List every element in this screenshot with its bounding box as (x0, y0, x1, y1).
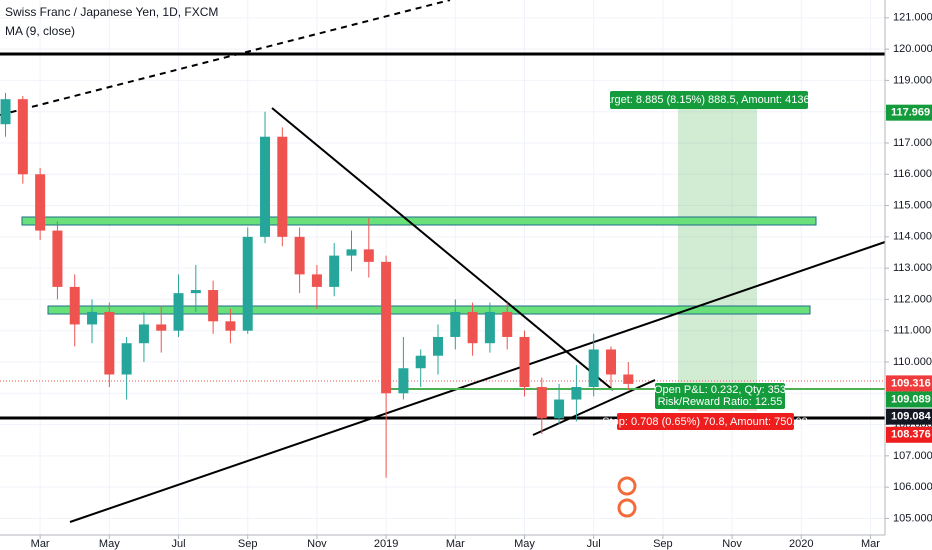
price-marker-label: 109.084 (891, 411, 932, 423)
price-marker (886, 375, 932, 392)
trend-line (69, 241, 886, 523)
candle-body (277, 136, 288, 237)
candle-body (433, 336, 444, 356)
candle-body (363, 249, 374, 262)
price-marker (886, 391, 932, 408)
y-tick-label: 105.000 (893, 512, 932, 524)
x-tick-label: 2020 (789, 538, 813, 550)
candle-body (156, 324, 167, 331)
price-marker-label: 109.316 (891, 377, 931, 389)
trend-line (0, 0, 451, 116)
y-tick-label: 111.000 (893, 325, 931, 337)
x-tick-label: Jul (171, 538, 185, 550)
candle-body (17, 99, 28, 175)
candle-body (605, 349, 616, 375)
x-tick-label: Nov (722, 538, 742, 550)
y-tick-label: 117.000 (893, 137, 932, 149)
candle-body (121, 343, 132, 375)
y-tick-label: 115.000 (893, 199, 932, 211)
y-tick-label: 106.000 (893, 481, 932, 493)
x-tick-label: 2019 (374, 538, 398, 550)
y-tick-label: 114.000 (893, 231, 932, 243)
x-tick-label: Mar (861, 538, 880, 550)
candle-body (260, 136, 271, 237)
candle-body (311, 274, 322, 287)
candle-body (35, 174, 46, 231)
candle-body (588, 349, 599, 388)
x-tick-label: May (99, 538, 120, 550)
candle-body (208, 290, 219, 322)
target-zone (678, 108, 757, 389)
x-tick-label: Sep (653, 538, 673, 550)
candle-body (450, 311, 461, 337)
candle-body (502, 311, 513, 337)
candle-body (87, 311, 98, 325)
candle-body (138, 324, 149, 344)
resistance-zone (21, 216, 817, 226)
y-tick-label: 113.000 (893, 262, 932, 274)
support-zone (47, 305, 811, 315)
pnl-label-box (655, 383, 785, 409)
y-tick-label: 120.000 (893, 43, 932, 55)
price-marker-label: 117.969 (891, 107, 930, 119)
candle-body (415, 355, 426, 369)
y-tick-label: 116.000 (893, 168, 932, 180)
x-tick-label: Jul (587, 538, 601, 550)
target-label-box (610, 91, 808, 109)
x-tick-label: Mar (446, 538, 465, 550)
logo (617, 476, 637, 518)
price-marker (886, 104, 932, 121)
candle-body (190, 290, 201, 294)
x-tick-label: Mar (31, 538, 50, 550)
candle-body (242, 236, 253, 331)
candle-body (484, 311, 495, 344)
price-axis (885, 0, 932, 550)
y-tick-label: 110.000 (893, 356, 932, 368)
candle-body (69, 286, 80, 325)
candle-body (173, 293, 184, 331)
y-tick-label: 107.000 (893, 450, 932, 462)
candle-body (225, 321, 236, 331)
candle-body (571, 387, 582, 400)
stop-label-box (617, 413, 794, 430)
chart-title: Swiss Franc / Japanese Yen, 1D, FXCM (5, 5, 218, 19)
price-marker-label: 109.089 (891, 393, 931, 405)
axes: 105.000106.000107.000108.000109.000110.0… (31, 12, 932, 550)
x-tick-label: Sep (238, 538, 258, 550)
candle-body (623, 374, 634, 384)
target-label: Target: 8.885 (8.15%) 888.5, Amount: 413… (599, 94, 819, 106)
stop-label: Stop: 0.708 (0.65%) 70.8, Amount: 750.08 (602, 416, 807, 428)
indicator-label: MA (9, close) (5, 24, 75, 38)
candle-body (381, 261, 392, 394)
candle-body (52, 230, 63, 287)
candle-body (346, 249, 357, 256)
y-tick-label: 112.000 (893, 293, 932, 305)
candle-body (398, 368, 409, 394)
candle-body (104, 311, 115, 375)
price-marker (886, 426, 932, 443)
trend-line (271, 107, 614, 391)
x-tick-label: May (514, 538, 535, 550)
y-tick-label: 119.000 (893, 74, 932, 86)
rr-label: Risk/Reward Ratio: 12.55 (658, 396, 783, 408)
candle-body (294, 236, 305, 275)
candle-body (467, 311, 478, 344)
price-marker-label: 108.376 (891, 429, 931, 441)
candle-body (0, 99, 11, 125)
candle-body (519, 336, 530, 388)
candle-body (554, 399, 565, 419)
candle-body (329, 255, 340, 287)
y-tick-label: 121.000 (893, 12, 932, 24)
pnl-label: Open P&L: 0.232, Qty: 353 (654, 384, 786, 396)
x-tick-label: Nov (307, 538, 327, 550)
price-marker (886, 408, 932, 425)
candle-body (536, 387, 547, 419)
candles (0, 92, 634, 478)
